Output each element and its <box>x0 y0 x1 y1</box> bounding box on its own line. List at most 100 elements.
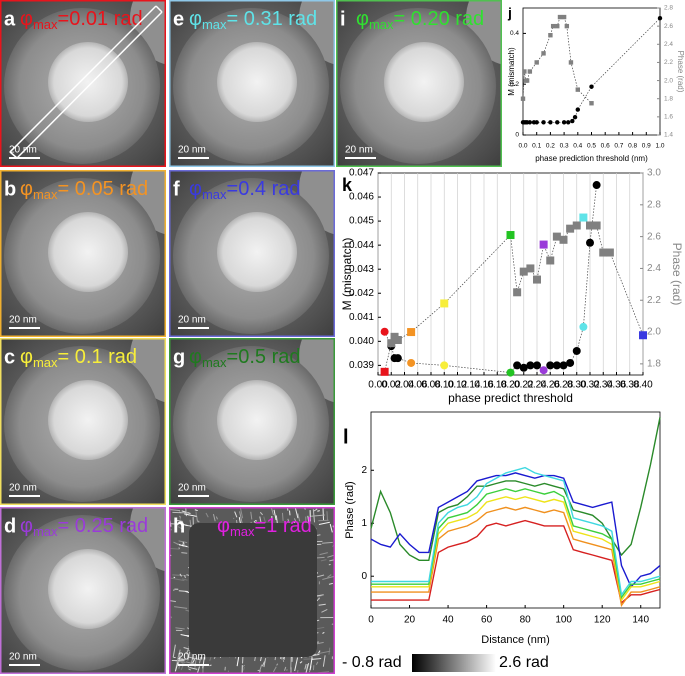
point <box>639 331 647 340</box>
point <box>524 78 530 83</box>
panel-letter: a <box>4 8 16 30</box>
noise <box>318 597 320 600</box>
x-axis-label: Distance (nm) <box>481 634 549 646</box>
x-tick-label: 0.00 <box>368 380 388 391</box>
noise <box>322 541 333 544</box>
noise <box>215 516 218 520</box>
noise <box>172 574 187 577</box>
neighbor-particle <box>130 507 166 572</box>
noise <box>309 657 313 671</box>
point <box>561 120 567 125</box>
scale-bar-label: 20 nm <box>9 483 37 494</box>
point <box>568 60 574 65</box>
title-text: =0.5 rad <box>227 346 301 368</box>
x-tick-label: 0.18 <box>488 380 508 391</box>
noise <box>331 623 334 626</box>
point <box>572 346 581 355</box>
y-axis-label: M (mismatch) <box>340 238 354 311</box>
noise <box>175 627 185 630</box>
particle-core <box>217 42 297 122</box>
line <box>371 496 661 602</box>
neighbor-particle <box>299 338 335 403</box>
y2-tick-label: 2.6 <box>647 231 661 242</box>
point <box>572 221 581 230</box>
panel-title: φmax=1 rad <box>217 515 312 539</box>
noise <box>170 547 180 550</box>
x-tick-label: 0.7 <box>614 143 623 150</box>
y2-tick-label: 1.8 <box>664 95 673 102</box>
point <box>566 224 575 233</box>
noise <box>327 574 332 578</box>
x-tick-label: 0.26 <box>541 380 561 391</box>
noise <box>190 654 194 665</box>
y2-tick-label: 2.2 <box>664 59 673 66</box>
point <box>526 361 535 370</box>
title-text: = 0.1 rad <box>58 346 138 368</box>
noise <box>315 574 325 578</box>
scale-bar-label: 20 nm <box>345 145 373 156</box>
title-text: = 0.31 rad <box>227 8 318 30</box>
point <box>572 115 578 120</box>
panel-border <box>169 507 335 674</box>
panel-title: φmax=0.4 rad <box>189 178 300 202</box>
micrograph <box>0 338 166 505</box>
noise <box>239 511 244 526</box>
y2-tick-label: 2.6 <box>664 23 673 30</box>
noise <box>182 541 185 545</box>
y-tick-label: 0.4 <box>510 30 519 37</box>
point <box>561 14 567 20</box>
y2-tick-label: 2.0 <box>664 77 673 84</box>
noise <box>179 573 182 577</box>
x-tick-label: 0.16 <box>474 380 494 391</box>
noise <box>294 507 299 519</box>
noise <box>307 515 310 524</box>
panel-title: φmax= 0.31 rad <box>189 8 317 32</box>
title-subscript: max <box>33 524 58 539</box>
point <box>534 60 539 65</box>
x-tick-label: 0.04 <box>395 380 415 391</box>
y-tick-label: 0.046 <box>349 192 374 203</box>
noise <box>329 523 333 533</box>
point <box>519 267 528 276</box>
point <box>575 87 580 92</box>
x-tick-label: 0.08 <box>421 380 441 391</box>
y-axis-label: M (mismatch) <box>507 47 516 96</box>
panel-border <box>169 0 335 167</box>
point <box>586 238 594 247</box>
particle-core <box>48 380 128 460</box>
y2-tick-label: 2.4 <box>647 263 661 274</box>
point <box>533 275 541 284</box>
x-tick-label: 60 <box>481 615 493 626</box>
noise <box>181 552 188 554</box>
micrograph <box>0 507 166 674</box>
point <box>586 221 594 230</box>
noise <box>178 540 188 544</box>
point <box>534 120 539 125</box>
noise <box>197 520 200 523</box>
scale-bar-label: 20 nm <box>9 315 37 326</box>
noise <box>322 507 325 522</box>
noise <box>177 526 182 529</box>
x-tick-label: 0.22 <box>514 380 534 391</box>
noise <box>321 609 328 613</box>
noise <box>261 661 265 667</box>
micrograph <box>336 0 502 167</box>
noise <box>250 511 253 520</box>
y2-axis-label: Phase (rad) <box>676 51 685 93</box>
point <box>605 248 614 257</box>
micrograph <box>0 0 166 167</box>
x-tick-label: 0.30 <box>567 380 587 391</box>
point <box>541 120 546 125</box>
noise <box>272 666 277 673</box>
noise <box>258 664 263 674</box>
point <box>546 256 555 265</box>
title-symbol: φ <box>189 346 202 368</box>
neighbor-particle <box>466 0 502 65</box>
noise <box>320 559 327 562</box>
noise <box>177 658 186 661</box>
noise <box>185 609 190 612</box>
x-tick-label: 0.8 <box>628 143 637 150</box>
noise <box>177 649 181 659</box>
image-panel: c φmax= 0.1 rad 20 nm <box>0 338 166 505</box>
x-tick-label: 100 <box>555 615 572 626</box>
